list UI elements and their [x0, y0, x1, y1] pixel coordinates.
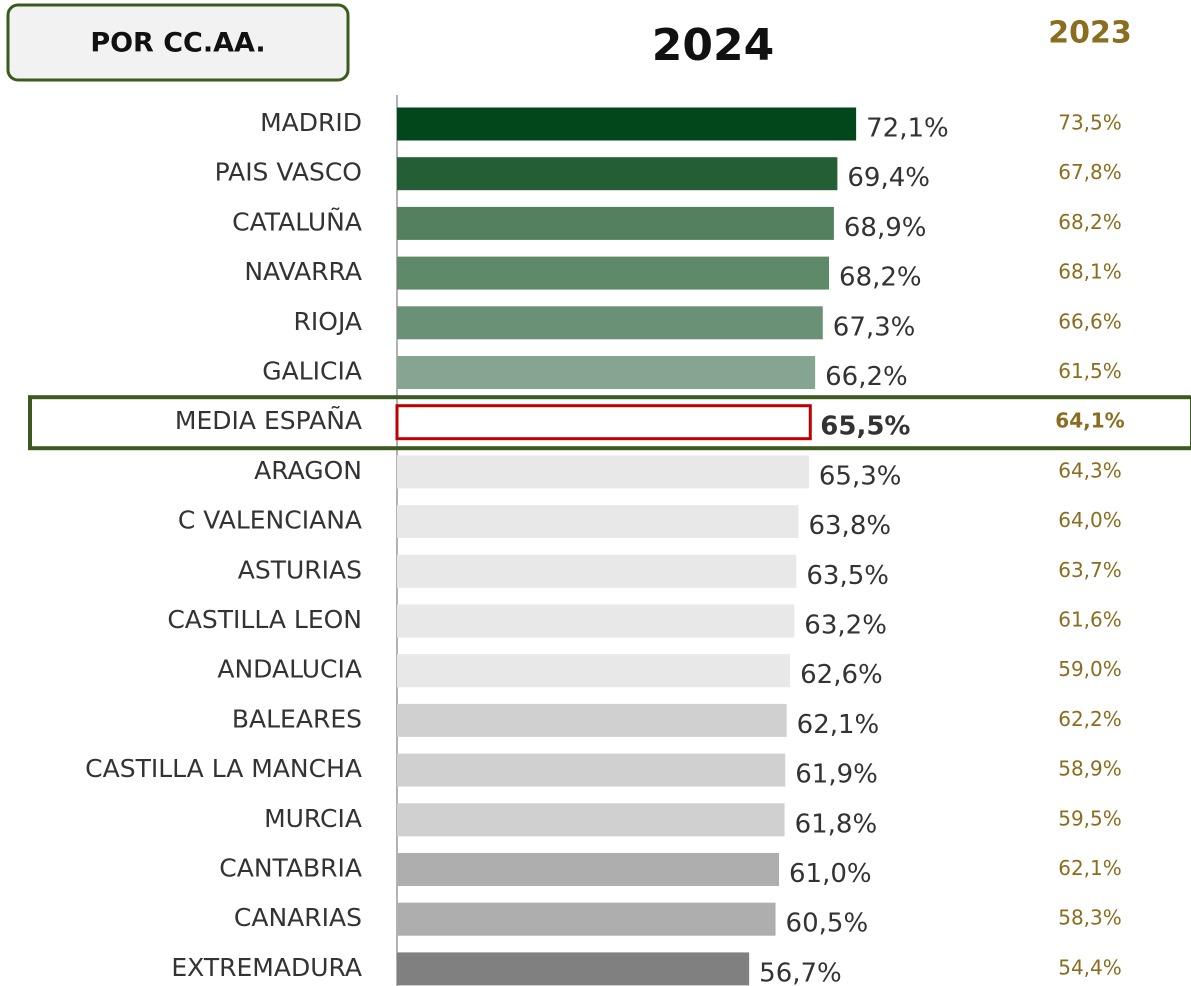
highlight-box: [28, 395, 1191, 451]
prior-year-label: 73,5%: [1058, 111, 1122, 135]
prior-year-label: 64,0%: [1058, 508, 1122, 532]
category-label: C VALENCIANA: [178, 506, 362, 535]
category-label: CASTILLA LEON: [167, 605, 362, 634]
category-label: BALEARES: [232, 704, 362, 733]
value-label: 60,5%: [786, 909, 869, 939]
value-label: 63,5%: [806, 561, 889, 591]
bar: [397, 654, 791, 688]
bar: [397, 803, 785, 837]
bar: [397, 306, 823, 340]
value-label: 61,8%: [795, 809, 878, 839]
value-label: 62,6%: [800, 660, 883, 690]
value-label: 56,7%: [759, 958, 842, 986]
category-label: EXTREMADURA: [171, 953, 362, 982]
category-label: ANDALUCIA: [217, 655, 362, 684]
prior-year-label: 58,9%: [1058, 757, 1122, 781]
bar: [397, 703, 787, 737]
category-label: MURCIA: [264, 804, 362, 833]
bar: [397, 206, 834, 240]
category-label: MADRID: [260, 108, 362, 137]
bar: [397, 554, 797, 588]
prior-year-label: 66,6%: [1058, 309, 1122, 333]
category-label: ASTURIAS: [238, 555, 362, 584]
chart-title: 2024: [652, 20, 774, 71]
bar: [395, 404, 812, 441]
category-label: CATALUÑA: [232, 206, 362, 236]
prior-year-label: 61,6%: [1058, 608, 1122, 632]
category-label: GALICIA: [262, 357, 362, 386]
category-label: MEDIA ESPAÑA: [175, 405, 362, 435]
value-label: 65,3%: [819, 461, 902, 491]
bar: [397, 256, 830, 290]
value-label: 68,9%: [844, 213, 927, 243]
value-label: 69,4%: [847, 163, 930, 193]
category-label: ARAGON: [254, 456, 362, 485]
bar: [397, 107, 857, 141]
prior-year-label: 67,8%: [1058, 160, 1122, 184]
category-label: CASTILLA LA MANCHA: [85, 754, 362, 783]
value-label: 62,1%: [797, 710, 880, 740]
category-label: PAIS VASCO: [215, 158, 362, 187]
bar: [397, 853, 780, 886]
prior-year-label: 68,1%: [1058, 260, 1122, 284]
value-label: 63,2%: [804, 611, 887, 641]
bar: [397, 604, 795, 638]
category-label: RIOJA: [294, 307, 362, 336]
prior-year-label: 59,0%: [1058, 657, 1122, 681]
bar: [397, 902, 776, 936]
header: POR CC.AA.: [90, 28, 265, 59]
prior-year-label: 58,3%: [1058, 906, 1122, 930]
value-label: 72,1%: [866, 114, 949, 144]
value-label: 68,2%: [839, 263, 922, 293]
bar: [397, 356, 816, 389]
value-label: 63,8%: [808, 511, 891, 541]
column-header: 2023: [1048, 16, 1132, 51]
header-box: [6, 3, 350, 82]
category-label: CANTABRIA: [219, 854, 362, 883]
value-label: 66,2%: [825, 362, 908, 392]
prior-year-label: 62,2%: [1058, 707, 1122, 731]
prior-year-label: 68,2%: [1058, 210, 1122, 234]
bar: [397, 157, 838, 191]
value-label: 61,9%: [795, 760, 878, 790]
prior-year-label: 61,5%: [1058, 359, 1122, 383]
value-label: 61,0%: [789, 859, 872, 889]
value-label: 65,5%: [820, 412, 910, 442]
bar: [397, 753, 786, 787]
value-label: 67,3%: [833, 312, 916, 342]
prior-year-label: 54,4%: [1058, 955, 1122, 979]
bar: [397, 952, 750, 986]
category-label: CANARIAS: [234, 903, 362, 932]
bar: [397, 505, 799, 539]
prior-year-label: 64,3%: [1058, 458, 1122, 482]
prior-year-label: 62,1%: [1058, 856, 1122, 880]
bar: [397, 455, 809, 489]
prior-year-label: 64,1%: [1055, 409, 1124, 433]
category-label: NAVARRA: [244, 257, 362, 286]
prior-year-label: 63,7%: [1058, 558, 1122, 582]
prior-year-label: 59,5%: [1058, 806, 1122, 830]
